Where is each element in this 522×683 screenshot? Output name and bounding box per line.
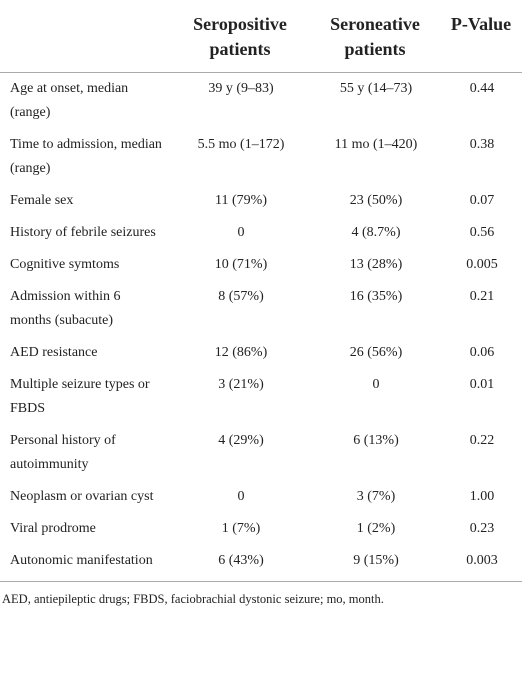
header-cell [0,0,170,73]
header-cell: Seroneative patients [310,0,440,73]
row-label: Time to admission, median (range) [10,137,162,176]
row-label: Multiple seizure types or FBDS [10,377,150,416]
table-cell: 26 (56%) [349,345,403,360]
table-row: Female sex 11 (79%) 23 (50%) 0.07 [0,185,522,217]
table-cell: 10 (71%) [214,257,268,272]
table-cell: 0.23 [469,521,495,536]
table-cell: 4 (8.7%) [351,225,401,240]
table-cell: 1.00 [469,489,495,504]
row-label: Autonomic manifestation [0,545,170,582]
row-label: Neoplasm or ovarian cyst [10,489,154,504]
table-cell: 1 (7%) [221,521,261,536]
row-label: Cognitive symtoms [10,257,120,272]
row-label: Personal history of autoimmunity [10,433,116,472]
row-label: Viral prodrome [10,521,96,536]
table-cell: 11 mo (1–420) [334,137,418,152]
table-row: Time to admission, median (range) 5.5 mo … [0,129,522,185]
table-cell: 3 (7%) [356,489,396,504]
table-cell: 0.003 [440,545,522,582]
footnote: AED, antiepileptic drugs; FBDS, faciobra… [2,592,384,606]
table-cell: 23 (50%) [349,193,403,208]
data-table: Seropositive patients Seroneative patient… [0,0,522,582]
table-row: History of febrile seizures 0 4 (8.7%) 0.56 [0,217,522,249]
header-cell: P-Value [440,0,522,73]
table-cell: 1 (2%) [356,521,396,536]
table-body: Age at onset, median (range) 39 y (9–83) 5… [0,73,522,582]
table-cell: 13 (28%) [349,257,403,272]
page: Seropositive patients Seroneative patient… [0,0,522,606]
table-cell: 0.56 [469,225,495,240]
row-label: AED resistance [10,345,98,360]
table-row: Personal history of autoimmunity 4 (29%) 6… [0,425,522,481]
row-label: Age at onset, median (range) [10,81,129,120]
table-row: Viral prodrome 1 (7%) 1 (2%) 0.23 [0,513,522,545]
table-cell: 0.07 [469,193,495,208]
table-cell: 0.38 [469,137,495,152]
table-cell: 6 (13%) [353,433,399,448]
row-label: Admission within 6 months (subacute) [10,289,121,328]
table-row: Multiple seizure types or FBDS 3 (21%) 0 0.… [0,369,522,425]
row-label: Female sex [10,193,74,208]
table-cell: 4 (29%) [218,433,264,448]
table-row: AED resistance 12 (86%) 26 (56%) 0.06 [0,337,522,369]
table-cell: 11 (79%) [215,193,267,208]
table-row: Neoplasm or ovarian cyst 0 3 (7%) 1.00 [0,481,522,513]
table-cell: 3 (21%) [218,377,264,392]
table-row: Admission within 6 months (subacute) 8 (5… [0,281,522,337]
table-cell: 0 [237,225,245,240]
table-cell: 0.01 [469,377,495,392]
table-row: Autonomic manifestation 6 (43%) 9 (15%) 0.0… [0,545,522,582]
header-cell: Seropositive patients [170,0,310,73]
table-cell: 0 [237,489,245,504]
table-cell: 55 y (14–73) [339,81,413,96]
row-label: History of febrile seizures [10,225,156,240]
header-row: Seropositive patients Seroneative patient… [0,0,522,73]
table-cell: 0.21 [469,289,495,304]
table-cell: 5.5 mo (1–172) [197,137,285,152]
table-cell: 8 (57%) [218,289,264,304]
table-cell: 12 (86%) [214,345,268,360]
table-cell: 0.06 [469,345,495,360]
table-cell: 9 (15%) [310,545,440,582]
table-cell: 0.44 [469,81,495,96]
table-cell: 0.22 [469,433,495,448]
table-cell: 39 y (9–83) [208,81,274,96]
table-row: Cognitive symtoms 10 (71%) 13 (28%) 0.005 [0,249,522,281]
table-cell: 0 [372,377,380,392]
table-row: Age at onset, median (range) 39 y (9–83) 5… [0,73,522,130]
table-cell: 6 (43%) [170,545,310,582]
table-cell: 16 (35%) [349,289,403,304]
table-cell: 0.005 [466,257,498,272]
